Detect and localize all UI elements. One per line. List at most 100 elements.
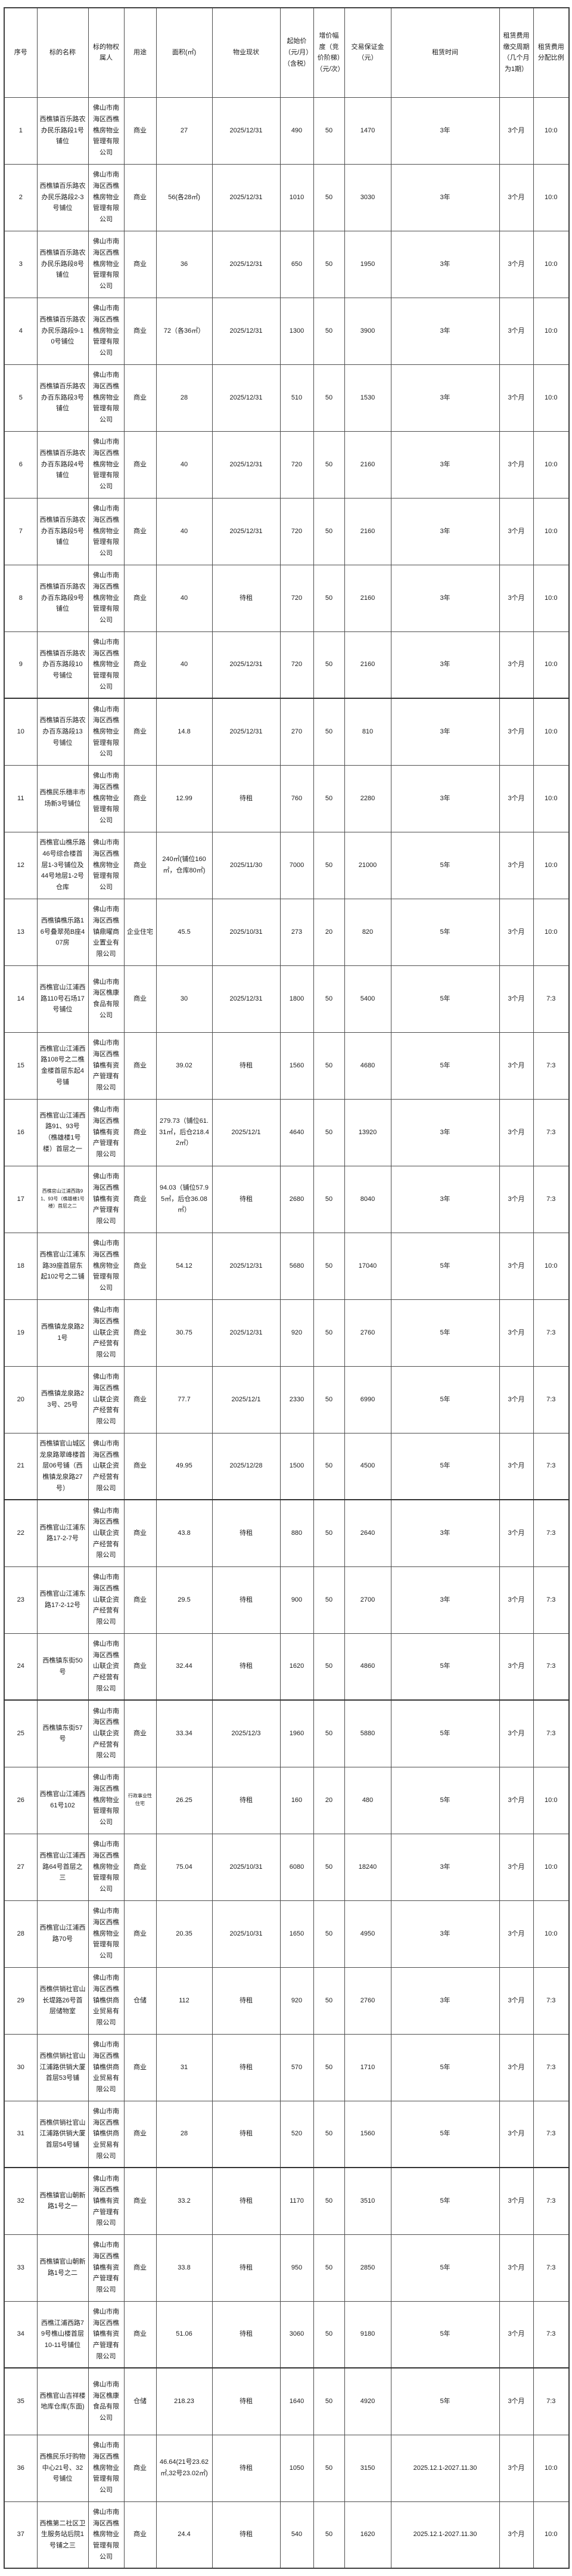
cell-owner: 佛山市南海区西樵樵房物业管理有限公司 xyxy=(88,497,125,565)
table-row: 34 西樵江浦西路79号樵山楼首层10-11号铺位 佛山市南海区西樵镇樵有资产管理有… xyxy=(4,2301,570,2368)
table-row: 24 西樵镇东街50号 佛山市南海区西樵山联企资产经营有限公司 商业 32.44 待租 16… xyxy=(4,1633,570,1701)
cell-owner: 佛山市南海区西樵樵房物业管理有限公司 xyxy=(88,831,125,899)
cell-owner: 佛山市南海区西樵樵房物业管理有限公司 xyxy=(88,163,125,231)
cell-increment: 50 xyxy=(313,97,345,165)
cell-status: 待租 xyxy=(212,1032,281,1100)
cell-status: 待租 xyxy=(212,1566,281,1634)
cell-payment-cycle: 3个月 xyxy=(499,2301,534,2368)
cell-owner: 佛山市南海区西樵山联企资产经营有限公司 xyxy=(88,1366,125,1433)
cell-name: 西樵官山江浦西61号102 xyxy=(36,1766,89,1834)
cell-owner: 佛山市南海区西樵镇樵供商业贸易有限公司 xyxy=(88,2033,125,2101)
cell-fee-ratio: 7:3 xyxy=(533,1699,570,1767)
cell-increment: 50 xyxy=(313,1366,345,1433)
cell-name: 西樵官山江浦西路91、93号（樵雄楼1号楼）首层之二 xyxy=(36,1165,89,1233)
cell-use: 行政事业性住宅 xyxy=(123,1766,157,1834)
cell-lease-term: 2025.12.1-2027.11.30 xyxy=(390,2434,500,2502)
cell-owner: 佛山市南海区西樵樵房物业管理有限公司 xyxy=(88,364,125,432)
cell-payment-cycle: 3个月 xyxy=(499,2367,534,2435)
cell-increment: 50 xyxy=(313,698,345,766)
lease-table: 序号 标的名称 标的物权属人 用途 面积(㎡) 物业现状 起始价（元/月）（含税… xyxy=(4,7,570,2569)
cell-increment: 50 xyxy=(313,564,345,632)
cell-use: 商业 xyxy=(123,764,157,832)
cell-deposit: 4860 xyxy=(344,1633,391,1701)
table-row: 16 西樵官山江浦西路91、93号（樵雄楼1号楼）首层之一 佛山市南海区西樵镇樵有资… xyxy=(4,1098,570,1166)
cell-lease-term: 3年 xyxy=(390,631,500,699)
cell-owner: 佛山市南海区西樵镇樵有资产管理有限公司 xyxy=(88,2167,125,2235)
cell-use: 商业 xyxy=(123,1900,157,1968)
cell-area: 75.04 xyxy=(156,1833,213,1901)
cell-use: 商业 xyxy=(123,1165,157,1233)
cell-start-price: 7000 xyxy=(279,831,314,899)
cell-lease-term: 5年 xyxy=(390,1299,500,1367)
cell-deposit: 2160 xyxy=(344,497,391,565)
table-row: 20 西樵镇龙泉路23号、25号 佛山市南海区西樵山联企资产经营有限公司 商业 77.7… xyxy=(4,1366,570,1433)
cell-deposit: 2160 xyxy=(344,431,391,499)
table-row: 17 西樵官山江浦西路91、93号（樵雄楼1号楼）首层之二 佛山市南海区西樵镇樵有资… xyxy=(4,1165,570,1233)
cell-increment: 50 xyxy=(313,2033,345,2101)
table-row: 5 西樵镇百乐路农办百东路段3号铺位 佛山市南海区西樵樵房物业管理有限公司 商业 28 2… xyxy=(4,364,570,432)
cell-use: 商业 xyxy=(123,2301,157,2368)
table-row: 9 西樵镇百乐路农办百东路段10号铺位 佛山市南海区西樵樵房物业管理有限公司 商业 40… xyxy=(4,631,570,699)
cell-payment-cycle: 3个月 xyxy=(499,1833,534,1901)
cell-area: 12.99 xyxy=(156,764,213,832)
cell-lease-term: 5年 xyxy=(390,1366,500,1433)
cell-status: 2025/12/31 xyxy=(212,965,281,1033)
cell-name: 西樵官山江浦西路64号首层之三 xyxy=(36,1833,89,1901)
cell-payment-cycle: 3个月 xyxy=(499,898,534,966)
cell-name: 西樵镇龙泉路21号 xyxy=(36,1299,89,1367)
cell-owner: 佛山市南海区西樵镇樵有资产管理有限公司 xyxy=(88,2301,125,2368)
cell-owner: 佛山市南海区樵康食品有限公司 xyxy=(88,965,125,1033)
cell-lease-term: 5年 xyxy=(390,2033,500,2101)
cell-status: 待租 xyxy=(212,1165,281,1233)
cell-lease-term: 5年 xyxy=(390,2234,500,2302)
table-row: 31 西樵供销社官山江浦路供销大厦首层54号铺 佛山市南海区西樵镇樵供商业贸易有限公… xyxy=(4,2100,570,2168)
table-row: 18 西樵官山江浦东路39座首层东起102号之二铺 佛山市南海区西樵樵房物业管理有限… xyxy=(4,1232,570,1300)
cell-status: 2025/12/31 xyxy=(212,163,281,231)
cell-area: 72（各36㎡） xyxy=(156,297,213,365)
cell-use: 商业 xyxy=(123,2167,157,2235)
cell-owner: 佛山市南海区西樵樵房物业管理有限公司 xyxy=(88,564,125,632)
cell-lease-term: 3年 xyxy=(390,230,500,298)
cell-use: 商业 xyxy=(123,1366,157,1433)
cell-status: 待租 xyxy=(212,2100,281,2168)
header-area: 面积(㎡) xyxy=(156,7,213,98)
cell-increment: 50 xyxy=(313,1432,345,1500)
cell-owner: 佛山市南海区西樵镇樵有资产管理有限公司 xyxy=(88,1032,125,1100)
cell-serial: 11 xyxy=(4,764,38,832)
cell-serial: 15 xyxy=(4,1032,38,1100)
cell-use: 商业 xyxy=(123,163,157,231)
cell-lease-term: 5年 xyxy=(390,898,500,966)
cell-status: 2025/12/31 xyxy=(212,698,281,766)
cell-payment-cycle: 3个月 xyxy=(499,1499,534,1567)
cell-start-price: 1620 xyxy=(279,1633,314,1701)
cell-serial: 21 xyxy=(4,1432,38,1500)
cell-status: 2025/12/31 xyxy=(212,230,281,298)
cell-deposit: 2280 xyxy=(344,764,391,832)
cell-status: 待租 xyxy=(212,2434,281,2502)
cell-status: 2025/12/31 xyxy=(212,297,281,365)
cell-serial: 37 xyxy=(4,2501,38,2569)
cell-serial: 14 xyxy=(4,965,38,1033)
cell-payment-cycle: 3个月 xyxy=(499,1967,534,2035)
cell-area: 26.25 xyxy=(156,1766,213,1834)
cell-fee-ratio: 10:0 xyxy=(533,631,570,699)
cell-lease-term: 5年 xyxy=(390,1232,500,1300)
cell-serial: 31 xyxy=(4,2100,38,2168)
cell-area: 24.4 xyxy=(156,2501,213,2569)
table-header: 序号 标的名称 标的物权属人 用途 面积(㎡) 物业现状 起始价（元/月）（含税… xyxy=(4,7,570,98)
cell-use: 商业 xyxy=(123,965,157,1033)
cell-payment-cycle: 3个月 xyxy=(499,1766,534,1834)
table-row: 33 西樵镇官山朝新路1号之二 佛山市南海区西樵镇樵有资产管理有限公司 商业 33.8 待… xyxy=(4,2234,570,2302)
cell-serial: 17 xyxy=(4,1165,38,1233)
cell-serial: 24 xyxy=(4,1633,38,1701)
cell-name: 西樵官山江浦东路39座首层东起102号之二铺 xyxy=(36,1232,89,1300)
cell-name: 西樵官山江浦西路70号 xyxy=(36,1900,89,1968)
cell-area: 39.02 xyxy=(156,1032,213,1100)
cell-increment: 50 xyxy=(313,1499,345,1567)
cell-status: 待租 xyxy=(212,1499,281,1567)
cell-status: 待租 xyxy=(212,1967,281,2035)
cell-lease-term: 3年 xyxy=(390,364,500,432)
cell-fee-ratio: 10:0 xyxy=(533,2434,570,2502)
table-row: 3 西樵镇百乐路农办民乐路段8号铺位 佛山市南海区西樵樵房物业管理有限公司 商业 36 2… xyxy=(4,230,570,298)
cell-owner: 佛山市南海区西樵樵房物业管理有限公司 xyxy=(88,297,125,365)
